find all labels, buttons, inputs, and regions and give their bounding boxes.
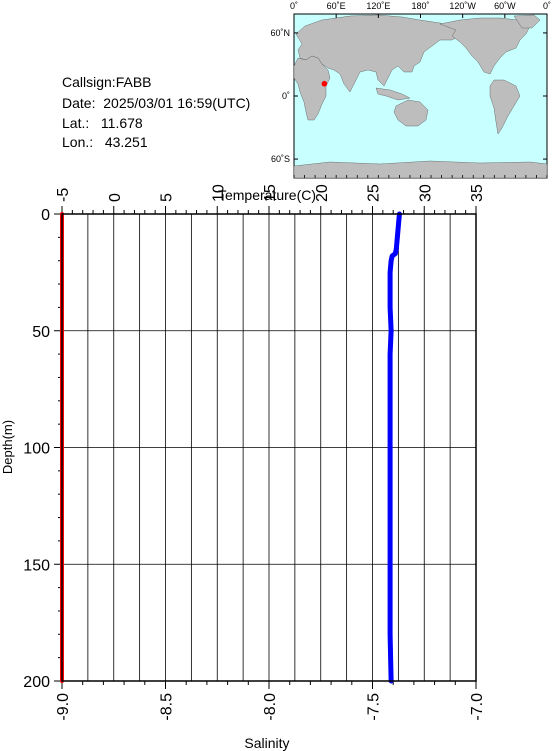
map-lon-label: 60˚E: [327, 1, 346, 11]
date-line: Date: 2025/03/01 16:59(UTC): [62, 95, 250, 111]
map-lon-label: 120˚E: [366, 1, 390, 11]
temperature-series-line: [387, 211, 402, 684]
lat-label: Lat.:: [62, 115, 90, 131]
lon-value: 43.251: [104, 134, 148, 150]
left-tick-label: 100: [23, 441, 50, 458]
map-lon-label: 180˚: [411, 1, 429, 11]
top-tick-label: -5: [55, 188, 72, 202]
date-label: Date:: [62, 95, 96, 111]
map-lat-label: 0˚: [282, 91, 290, 101]
top-tick-label: 5: [159, 193, 176, 202]
world-map: 0˚ 60˚E 120˚E 180˚ 120˚W 60˚W 0˚ 60˚N 0˚ 60˚S: [270, 1, 551, 179]
top-tick-label: 0: [107, 193, 124, 202]
map-lon-label: 0˚: [543, 1, 551, 11]
bottom-axis-title: Salinity: [244, 735, 289, 751]
land-north-america: [439, 17, 531, 75]
lat-line: Lat.: 11.678: [62, 115, 143, 131]
top-tick-label: 20: [314, 184, 331, 202]
lon-line: Lon.: 43.251: [62, 134, 148, 150]
bottom-tick-label: -9.0: [55, 693, 72, 721]
bottom-tick-label: -7.0: [469, 693, 486, 721]
bottom-tick-label: -8.0: [262, 693, 279, 721]
top-tick-label: 10: [210, 184, 227, 202]
top-tick-label: 15: [262, 184, 279, 202]
land-australia: [393, 99, 429, 127]
y-axis-title: Depth(m): [0, 420, 15, 474]
map-lat-label: 60˚S: [271, 154, 290, 164]
left-tick-label: 0: [41, 207, 50, 224]
bottom-tick-label: -8.5: [159, 693, 176, 721]
land-indonesia: [375, 87, 411, 101]
left-tick-label: 200: [23, 674, 50, 691]
top-axis-title: Temperature(C): [218, 187, 316, 203]
lon-label: Lon.:: [62, 134, 94, 150]
land-africa: [293, 55, 331, 121]
lat-value: 11.678: [100, 115, 143, 131]
top-tick-label: 30: [417, 184, 434, 202]
land-south-america: [489, 79, 521, 135]
profile-chart: -5 0 5 10 15 20 25 30 35 -9.0 -8.5 -8.0 -7.5 -7.0 0 5…: [0, 184, 486, 751]
map-lon-label: 0˚: [290, 1, 298, 11]
map-lat-label: 60˚N: [270, 28, 290, 38]
left-tick-label: 150: [23, 557, 50, 574]
map-ticks: [293, 14, 548, 178]
callsign-line: Callsign:FABB: [62, 74, 152, 90]
land-greenland: [513, 14, 541, 29]
top-tick-label: 25: [366, 184, 383, 202]
left-axis: 0 50 100 150 200: [23, 207, 62, 691]
callsign-label: Callsign:: [62, 74, 116, 90]
callsign-value: FABB: [115, 74, 152, 90]
map-lon-label: 60˚W: [494, 1, 516, 11]
station-marker: [321, 80, 328, 87]
left-tick-label: 50: [32, 324, 50, 341]
map-side-labels: 60˚N 0˚ 60˚S: [270, 28, 290, 164]
bottom-tick-label: -7.5: [366, 693, 383, 721]
map-lon-label: 120˚W: [449, 1, 476, 11]
date-value: 2025/03/01 16:59(UTC): [103, 95, 251, 111]
plot-frame: [61, 213, 477, 682]
top-tick-label: 35: [469, 184, 486, 202]
top-axis: -5 0 5 10 15 20 25 30 35: [55, 184, 486, 214]
bottom-axis: -9.0 -8.5 -8.0 -7.5 -7.0: [55, 681, 486, 721]
map-top-labels: 0˚ 60˚E 120˚E 180˚ 120˚W 60˚W 0˚: [290, 1, 551, 11]
